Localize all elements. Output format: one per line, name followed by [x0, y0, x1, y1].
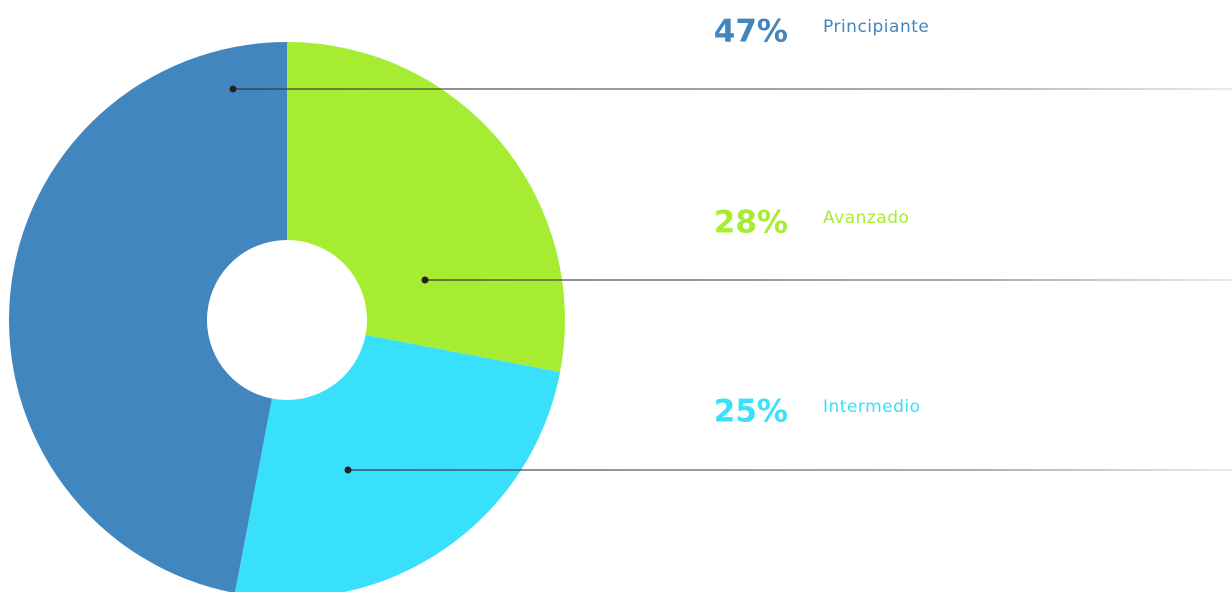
leader-line	[233, 88, 1232, 90]
percent-label: 28%	[714, 205, 788, 241]
leader-line	[425, 279, 1232, 281]
leader-dot	[229, 85, 237, 93]
slice	[235, 334, 561, 592]
legend-label: Avanzado	[823, 208, 909, 228]
leader-dot	[421, 276, 429, 284]
leader-dot	[344, 466, 352, 474]
leader-line	[348, 469, 1232, 471]
slice	[9, 42, 287, 592]
percent-label: 47%	[714, 14, 788, 50]
legend-label: Intermedio	[823, 397, 921, 417]
slice	[287, 42, 566, 373]
percent-label: 25%	[714, 394, 788, 430]
legend-label: Principiante	[823, 17, 929, 37]
